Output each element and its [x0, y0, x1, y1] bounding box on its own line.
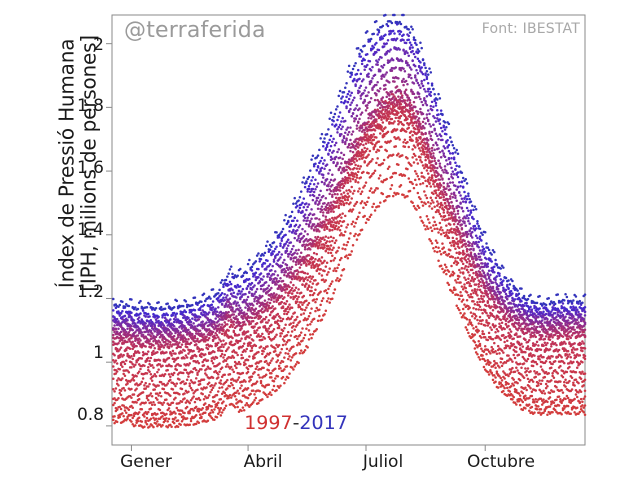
y-tick-label: 1.8 — [76, 96, 104, 116]
y-tick-label: 0.8 — [76, 405, 104, 425]
series-2007 — [112, 92, 587, 350]
legend-end-year: 2017 — [299, 412, 348, 434]
source-attribution: Font: IBESTAT — [481, 21, 580, 37]
series-2001 — [112, 117, 587, 398]
legend-dash: - — [292, 412, 300, 434]
x-tick-label-juliol: Juliol — [362, 452, 404, 472]
y-tick-label: 1.4 — [76, 220, 104, 240]
y-tick-label: 1.6 — [76, 158, 104, 178]
series-2016 — [112, 21, 587, 319]
y-tick-label: 1 — [93, 343, 104, 363]
series-2014 — [112, 38, 587, 328]
watermark-handle: @terraferida — [124, 18, 266, 43]
x-tick-label-abril: Abril — [243, 452, 283, 472]
series-2017 — [112, 13, 587, 311]
series-1997 — [112, 183, 587, 429]
y-tick-label: 1.2 — [76, 282, 104, 302]
y-axis-ticks: 2 1.8 1.6 1.4 1.2 1 0.8 — [60, 0, 104, 480]
series-2011 — [112, 66, 587, 338]
series-1998 — [112, 162, 587, 423]
year-range-legend: 1997-2017 — [244, 412, 348, 434]
series-2000 — [112, 128, 587, 407]
series-2008 — [112, 88, 587, 347]
x-tick-label-gener: Gener — [120, 452, 172, 472]
y-tick-label: 2 — [93, 35, 104, 55]
legend-start-year: 1997 — [244, 412, 293, 434]
series-2015 — [112, 29, 587, 325]
series-1999 — [112, 145, 587, 417]
x-tick-label-octubre: Octubre — [466, 452, 536, 472]
series-2009 — [112, 85, 587, 344]
